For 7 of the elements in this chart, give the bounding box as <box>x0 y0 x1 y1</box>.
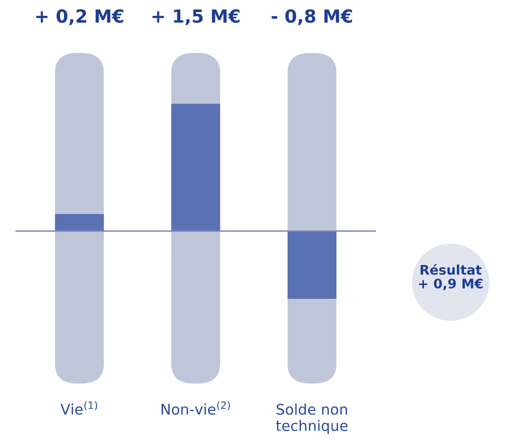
x-tick-label: Non-vie$^{(2)}$ <box>162 401 230 415</box>
text: Résultat + 0,9 M€ <box>419 264 483 290</box>
x-tick-label: Vie$^{(1)}$ <box>60 401 98 415</box>
x-tick-label: Solde non technique <box>276 404 348 434</box>
data-label: + 1,5 M€ <box>152 9 240 26</box>
data-label: + 0,2 M€ <box>36 9 124 26</box>
data-label: - 0,8 M€ <box>272 9 352 26</box>
